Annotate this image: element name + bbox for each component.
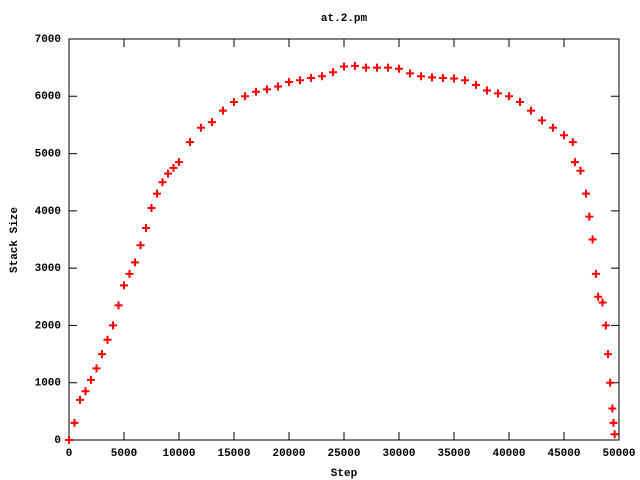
point: [87, 375, 95, 384]
point: [417, 72, 425, 81]
y-tick-label: 4000: [35, 206, 61, 218]
point: [136, 241, 145, 250]
point: [601, 321, 610, 330]
x-tick-label: 50000: [602, 448, 635, 460]
point: [92, 364, 101, 373]
x-tick-label: 5000: [111, 448, 137, 460]
point: [120, 281, 128, 290]
point: [285, 77, 293, 86]
x-tick-label: 20000: [272, 448, 305, 460]
point: [598, 298, 607, 307]
point: [609, 418, 618, 427]
point: [384, 63, 392, 72]
x-tick-label: 0: [66, 448, 73, 460]
point: [591, 269, 600, 278]
chart-title: at.2.pm: [321, 13, 368, 25]
point: [604, 350, 612, 359]
point: [582, 189, 590, 198]
point: [169, 163, 178, 172]
x-axis-label: Step: [331, 468, 358, 480]
point: [252, 87, 260, 96]
point: [219, 106, 227, 115]
point: [472, 80, 480, 89]
point: [538, 116, 546, 125]
point: [142, 224, 150, 233]
point: [296, 76, 304, 85]
point: [158, 178, 167, 187]
y-tick-label: 7000: [35, 34, 61, 46]
point: [395, 64, 403, 73]
point: [516, 98, 524, 107]
x-tick-label: 45000: [547, 448, 580, 460]
point: [560, 131, 568, 140]
point: [98, 350, 106, 359]
point: [439, 73, 447, 82]
y-tick-label: 2000: [35, 320, 61, 332]
x-tick-label: 25000: [327, 448, 360, 460]
point: [571, 158, 579, 167]
point: [549, 123, 557, 132]
point: [230, 98, 238, 107]
point: [608, 404, 617, 413]
point: [594, 292, 603, 301]
point: [568, 138, 577, 147]
point: [588, 235, 597, 244]
point: [147, 203, 156, 212]
point: [362, 63, 370, 72]
point: [606, 378, 615, 387]
point: [76, 395, 84, 404]
point: [483, 86, 491, 95]
point: [329, 68, 337, 77]
point: [576, 166, 585, 175]
point: [131, 258, 139, 267]
point: [114, 301, 123, 310]
point: [585, 212, 594, 221]
point: [494, 89, 502, 98]
point: [208, 118, 216, 127]
point: [109, 321, 117, 330]
y-tick-label: 5000: [35, 148, 61, 160]
point: [428, 73, 436, 82]
point: [186, 138, 194, 147]
point: [461, 76, 469, 85]
point: [527, 106, 535, 115]
x-tick-label: 40000: [492, 448, 525, 460]
point: [81, 387, 90, 396]
point: [340, 62, 348, 71]
point: [65, 436, 73, 444]
point: [153, 189, 161, 198]
point: [373, 63, 381, 72]
x-tick-label: 30000: [382, 448, 415, 460]
x-tick-label: 15000: [217, 448, 250, 460]
x-tick-label: 35000: [437, 448, 470, 460]
y-tick-label: 1000: [35, 378, 61, 390]
point: [164, 169, 172, 178]
point: [274, 82, 282, 91]
point: [505, 92, 513, 101]
point: [125, 269, 134, 278]
point: [197, 123, 205, 132]
point: [351, 61, 359, 70]
y-axis-label: Stack Size: [9, 207, 21, 273]
point: [406, 69, 414, 78]
x-tick-label: 10000: [162, 448, 195, 460]
point: [450, 74, 458, 83]
point: [318, 72, 326, 81]
point: [103, 335, 112, 344]
point: [307, 73, 315, 82]
y-tick-label: 6000: [35, 91, 61, 103]
point: [175, 158, 183, 167]
point: [610, 430, 619, 439]
point: [241, 92, 249, 101]
y-tick-label: 0: [54, 435, 61, 447]
point: [263, 85, 271, 94]
y-tick-label: 3000: [35, 263, 61, 275]
point: [70, 418, 79, 427]
